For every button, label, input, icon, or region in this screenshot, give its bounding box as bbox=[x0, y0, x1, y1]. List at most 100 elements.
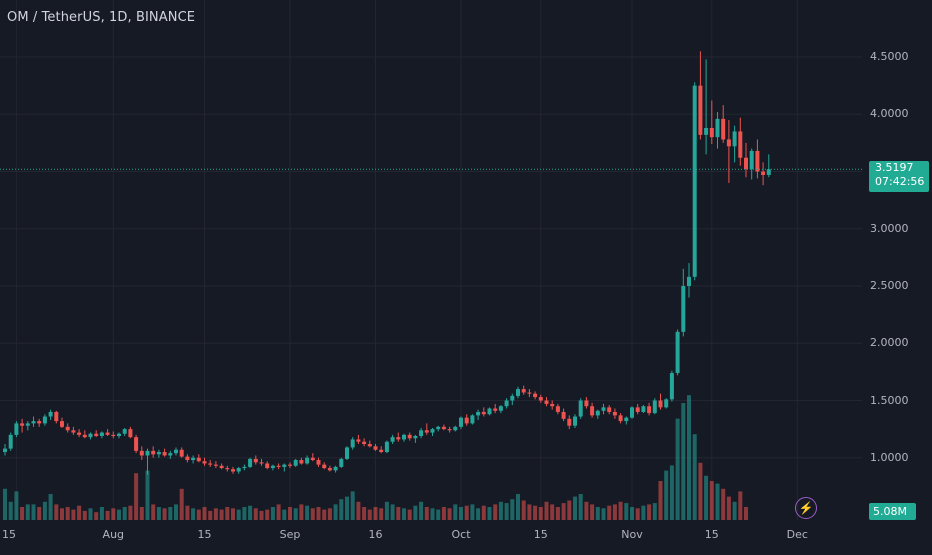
candle bbox=[726, 119, 731, 183]
candle-body bbox=[504, 400, 509, 407]
candle bbox=[687, 263, 691, 298]
candle-body bbox=[715, 118, 720, 138]
symbol-title[interactable]: OM / TetherUS, 1D, BINANCE bbox=[7, 10, 196, 25]
candle bbox=[327, 465, 332, 472]
candle bbox=[122, 427, 127, 436]
volume-bar bbox=[555, 507, 560, 520]
candle-body bbox=[322, 464, 327, 469]
candle bbox=[60, 417, 64, 428]
candle bbox=[156, 449, 161, 458]
candle bbox=[441, 424, 446, 431]
volume-bar bbox=[105, 510, 110, 520]
candle bbox=[647, 402, 652, 416]
volume-bar bbox=[744, 507, 748, 520]
candle-body bbox=[379, 449, 384, 453]
volume-bar bbox=[538, 507, 543, 520]
lightning-icon[interactable]: ⚡ bbox=[795, 497, 817, 519]
candle bbox=[402, 433, 406, 442]
volume-bar bbox=[350, 491, 355, 520]
volume-bar bbox=[20, 507, 25, 520]
volume-bar bbox=[282, 509, 287, 520]
candle bbox=[744, 142, 748, 178]
candle-body bbox=[732, 131, 737, 147]
candle bbox=[282, 463, 287, 472]
candle-body bbox=[624, 417, 629, 422]
candle bbox=[345, 446, 349, 461]
candle-body bbox=[373, 446, 378, 450]
volume-bar bbox=[487, 507, 492, 520]
candle-body bbox=[550, 403, 555, 407]
candle-body bbox=[231, 469, 235, 472]
candle bbox=[42, 414, 47, 426]
candle bbox=[698, 51, 703, 140]
volume-bar bbox=[567, 500, 572, 520]
candle bbox=[607, 405, 612, 415]
bar-countdown: 07:42:56 bbox=[875, 175, 925, 188]
price-tick-label: 4.5000 bbox=[870, 50, 909, 63]
candle bbox=[356, 434, 361, 445]
volume-bar bbox=[618, 501, 623, 520]
candle-body bbox=[721, 118, 726, 140]
candle bbox=[755, 139, 760, 179]
volume-bar bbox=[242, 507, 247, 520]
candle bbox=[527, 389, 532, 398]
candle bbox=[447, 426, 452, 433]
candle-body bbox=[487, 408, 492, 415]
candle-body bbox=[704, 127, 709, 135]
volume-bar bbox=[327, 508, 332, 520]
volume-bar bbox=[94, 512, 99, 520]
candle-body bbox=[481, 411, 486, 415]
candle-body bbox=[20, 423, 25, 426]
price-tick-label: 1.0000 bbox=[870, 450, 909, 464]
candle-body bbox=[635, 407, 640, 412]
candle-body bbox=[88, 433, 93, 438]
candle bbox=[3, 444, 7, 456]
volume-bar bbox=[453, 504, 458, 520]
candle bbox=[595, 409, 600, 419]
candle bbox=[202, 457, 207, 466]
price-tick-label: 4.0000 bbox=[870, 107, 909, 121]
candle-body bbox=[145, 450, 150, 456]
volume-bar bbox=[470, 504, 475, 520]
volume-bar bbox=[430, 508, 435, 520]
volume-bar bbox=[65, 507, 70, 520]
volume-bar bbox=[441, 507, 446, 520]
volume-bar bbox=[447, 508, 452, 520]
volume-bar bbox=[709, 481, 714, 520]
volume-bar bbox=[151, 504, 156, 520]
candle-body bbox=[493, 408, 498, 411]
candle-body bbox=[607, 407, 612, 412]
price-tick-label: 3.0000 bbox=[870, 221, 909, 235]
volume-bar bbox=[516, 494, 520, 520]
candle bbox=[139, 446, 144, 461]
volume-bar bbox=[493, 504, 498, 520]
candle-body bbox=[692, 85, 697, 277]
volume-bar bbox=[322, 509, 327, 520]
volume-badge: 5.08M bbox=[869, 503, 916, 520]
candle-body bbox=[687, 276, 691, 286]
candle bbox=[191, 455, 196, 464]
candle bbox=[630, 406, 634, 419]
candle bbox=[213, 461, 218, 469]
candle-body bbox=[521, 389, 526, 393]
volume-bar bbox=[185, 505, 190, 520]
candle-body bbox=[407, 434, 412, 439]
volume-bar bbox=[504, 503, 509, 520]
volume-bar bbox=[293, 508, 298, 520]
candle-body bbox=[179, 449, 184, 457]
price-tick-label: 2.5000 bbox=[870, 279, 909, 292]
volume-bar bbox=[316, 507, 321, 520]
candle bbox=[538, 394, 543, 403]
candle-body bbox=[305, 457, 310, 464]
grid bbox=[0, 0, 862, 520]
candle-body bbox=[3, 448, 7, 453]
candle-body bbox=[584, 400, 589, 407]
volume-bar bbox=[134, 473, 139, 520]
candle bbox=[31, 416, 36, 427]
volume-bar bbox=[384, 501, 389, 520]
time-tick-label: 15 bbox=[197, 528, 212, 541]
candle-body bbox=[77, 432, 82, 435]
volume-bar bbox=[595, 507, 600, 520]
